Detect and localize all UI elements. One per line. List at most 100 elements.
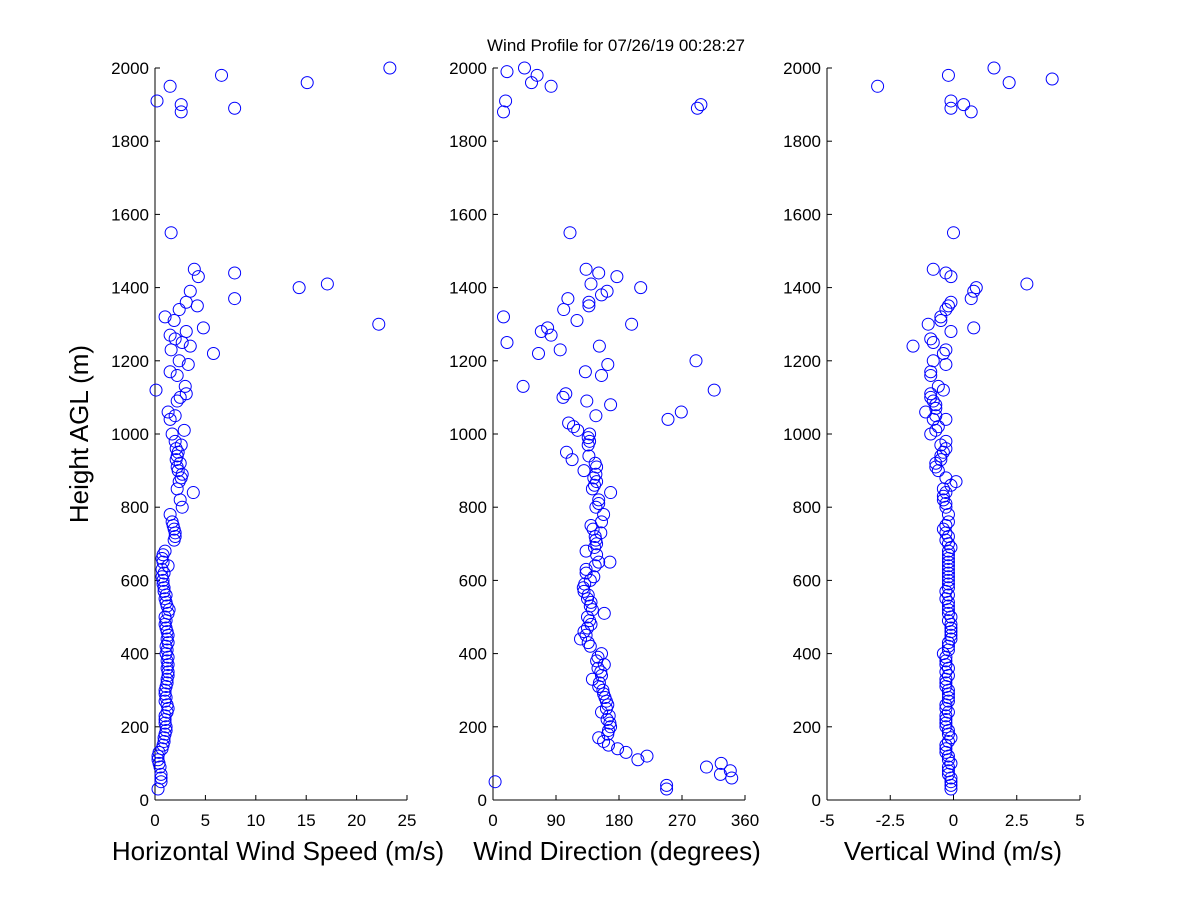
data-point <box>320 277 334 291</box>
data-point <box>553 343 567 357</box>
data-point <box>175 500 189 514</box>
data-point <box>156 548 170 562</box>
data-point <box>926 336 940 349</box>
data-point <box>939 665 953 679</box>
data-point <box>160 698 174 712</box>
data-point <box>164 226 178 240</box>
data-point <box>926 262 940 276</box>
data-point <box>924 390 938 404</box>
data-point <box>944 295 958 309</box>
data-point <box>595 647 608 661</box>
y-tick-label: 2000 <box>449 59 487 78</box>
data-point <box>921 317 935 331</box>
data-point <box>585 672 599 686</box>
data-point <box>941 548 955 562</box>
data-point <box>589 409 603 423</box>
data-point <box>944 94 958 108</box>
data-point <box>941 614 955 628</box>
data-point <box>660 778 674 792</box>
y-tick-label: 1200 <box>111 352 149 371</box>
y-tick-label: 1600 <box>783 205 821 224</box>
data-point <box>500 336 514 349</box>
data-point <box>597 508 611 522</box>
x-tick-label: 90 <box>547 811 566 830</box>
data-point <box>567 420 580 434</box>
y-tick-label: 800 <box>121 498 149 517</box>
y-tick-label: 200 <box>121 718 149 737</box>
y-tick-label: 1600 <box>449 205 487 224</box>
data-point <box>154 771 168 785</box>
data-point <box>579 262 593 276</box>
data-point <box>581 636 595 650</box>
data-point <box>934 314 948 328</box>
data-point <box>161 650 175 664</box>
data-point <box>158 544 172 558</box>
y-tick-label: 1800 <box>449 132 487 151</box>
data-point <box>941 559 955 573</box>
data-point <box>562 416 576 430</box>
data-point <box>700 760 713 774</box>
data-point <box>707 383 721 397</box>
data-point <box>941 577 955 591</box>
data-point <box>228 292 242 306</box>
data-point <box>1020 277 1034 291</box>
data-point <box>604 486 618 500</box>
data-point <box>944 756 958 770</box>
data-point <box>592 339 606 353</box>
data-point <box>150 94 164 108</box>
data-point <box>206 346 220 360</box>
data-point <box>929 460 943 474</box>
data-point <box>179 387 193 401</box>
y-tick-label: 1000 <box>449 425 487 444</box>
data-point <box>967 284 981 298</box>
data-point <box>557 303 571 317</box>
data-point <box>625 317 639 331</box>
data-point <box>570 314 584 328</box>
y-tick-label: 1400 <box>783 279 821 298</box>
data-point <box>154 775 168 789</box>
data-point <box>592 731 606 745</box>
data-point <box>944 101 958 115</box>
data-point <box>168 529 182 543</box>
data-point <box>172 475 186 489</box>
data-point <box>941 570 955 584</box>
data-point <box>579 562 593 576</box>
data-point <box>584 277 598 291</box>
data-point <box>714 767 727 781</box>
data-point <box>177 423 191 437</box>
data-point <box>1002 76 1016 90</box>
data-point <box>631 753 645 767</box>
data-point <box>583 639 597 653</box>
data-point <box>497 105 510 119</box>
data-point <box>640 749 654 763</box>
y-tick-label: 400 <box>459 645 487 664</box>
data-point <box>181 357 195 371</box>
x-tick-label: 5 <box>1075 811 1084 830</box>
data-point <box>597 734 611 748</box>
x-tick-label: 270 <box>668 811 696 830</box>
data-point <box>944 325 958 339</box>
y-tick-label: 600 <box>793 571 821 590</box>
data-point <box>158 310 172 324</box>
data-point <box>591 661 605 675</box>
data-point <box>580 394 594 408</box>
data-point <box>944 621 958 635</box>
data-point <box>936 346 950 360</box>
x-tick-label: 20 <box>347 811 366 830</box>
data-point <box>587 570 601 584</box>
data-point <box>174 105 188 119</box>
data-point <box>586 522 600 536</box>
data-point <box>939 497 953 511</box>
data-point <box>228 101 242 115</box>
data-point <box>939 471 953 485</box>
data-point <box>941 555 955 569</box>
x-tick-label: -2.5 <box>876 811 905 830</box>
data-point <box>175 467 189 481</box>
y-tick-label: 400 <box>793 645 821 664</box>
data-point <box>559 387 573 401</box>
data-point <box>939 266 953 280</box>
data-point <box>941 734 955 748</box>
data-point <box>596 683 610 697</box>
data-point <box>571 423 585 437</box>
